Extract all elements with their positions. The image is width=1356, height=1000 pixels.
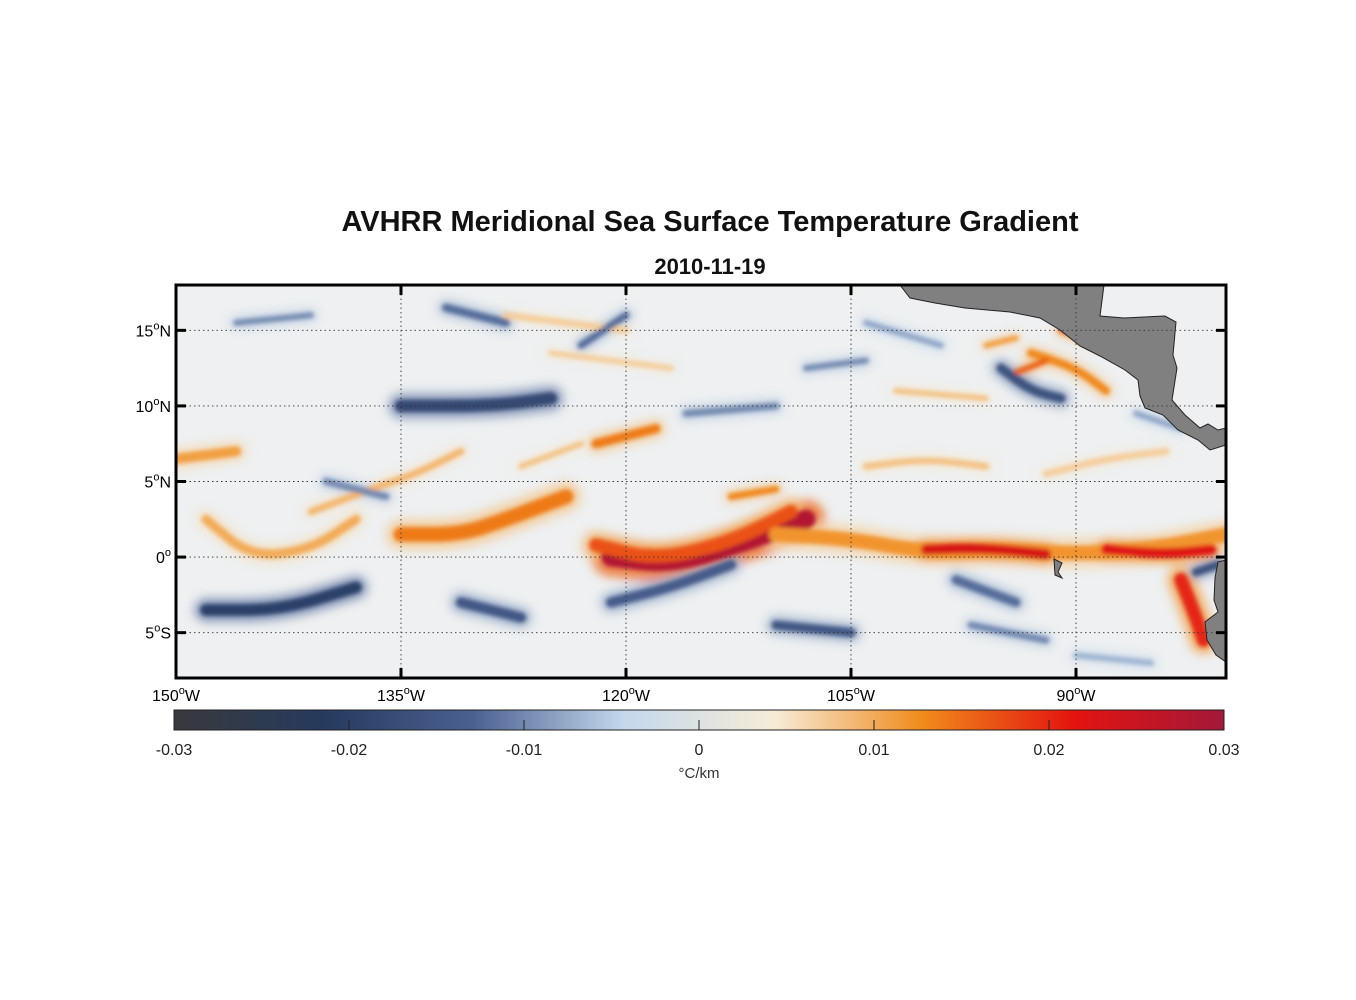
gradient-band-negative bbox=[200, 581, 362, 616]
gradient-band-negative bbox=[803, 357, 869, 371]
gradient-band-positive bbox=[1174, 572, 1211, 648]
gradient-band-positive bbox=[591, 424, 661, 449]
gradient-band-negative bbox=[951, 575, 1021, 607]
colorbar-tick-label: -0.03 bbox=[156, 742, 193, 759]
gradient-band-negative bbox=[1073, 652, 1154, 666]
latitude-label: 5oN bbox=[144, 472, 171, 492]
colorbar-tick-label: 0 bbox=[695, 742, 704, 759]
longitude-label: 120oW bbox=[602, 685, 651, 705]
gradient-band-negative bbox=[322, 478, 390, 501]
land-south-america bbox=[1204, 559, 1226, 663]
gradient-band-positive bbox=[1027, 349, 1110, 395]
colorbar-tick-label: 0.03 bbox=[1208, 742, 1239, 759]
longitude-label: 135oW bbox=[377, 685, 426, 705]
land-galapagos bbox=[1053, 558, 1064, 580]
gradient-band-negative bbox=[682, 402, 780, 417]
gradient-band-positive bbox=[589, 504, 798, 563]
gradient-band-negative bbox=[455, 597, 527, 623]
land-central-america bbox=[899, 285, 1226, 451]
colorbar-tick-label: -0.01 bbox=[506, 742, 543, 759]
latitude-labels: 15oN 10oN 5oN 0o 5oS bbox=[136, 320, 171, 642]
gradient-band-positive bbox=[518, 440, 584, 470]
gradient-band-positive bbox=[727, 485, 780, 501]
gradient-band-positive bbox=[920, 543, 1052, 560]
colorbar-tick-label: 0.01 bbox=[858, 742, 889, 759]
chart-title: AVHRR Meridional Sea Surface Temperature… bbox=[341, 206, 1079, 238]
gradient-band-negative bbox=[771, 620, 856, 638]
gradient-band-positive bbox=[201, 514, 361, 559]
gradient-band-positive bbox=[862, 457, 990, 470]
longitude-label: 105oW bbox=[827, 685, 876, 705]
latitude-label: 0o bbox=[156, 547, 171, 567]
gradient-band-positive bbox=[176, 446, 242, 464]
longitude-labels: 150oW 135oW 120oW 105oW 90oW bbox=[152, 685, 1096, 705]
gradient-band-positive bbox=[983, 335, 1019, 349]
gradient-band-positive bbox=[393, 489, 574, 542]
latitude-label: 5oS bbox=[145, 623, 171, 643]
frame-ticks bbox=[174, 285, 1226, 678]
map-area bbox=[176, 285, 1226, 678]
gradient-band-positive bbox=[1013, 357, 1049, 376]
colorbar-ticks: -0.03 -0.02 -0.01 0 0.01 0.02 0.03 bbox=[156, 720, 1240, 759]
gradient-band-negative bbox=[394, 392, 558, 413]
longitude-label: 150oW bbox=[152, 685, 201, 705]
colorbar-tick-label: -0.02 bbox=[331, 742, 368, 759]
gradient-band-positive bbox=[893, 387, 989, 402]
latitude-label: 15oN bbox=[136, 320, 171, 340]
gradient-band-positive bbox=[548, 350, 674, 371]
latitude-label: 10oN bbox=[136, 396, 171, 416]
gradient-band-negative bbox=[233, 312, 314, 326]
gradient-band-negative bbox=[863, 319, 944, 349]
gradient-band-negative bbox=[605, 559, 737, 608]
colorbar-tick-label: 0.02 bbox=[1033, 742, 1064, 759]
colorbar: -0.03 -0.02 -0.01 0 0.01 0.02 0.03 °C/km bbox=[156, 709, 1240, 782]
gradient-band-negative bbox=[996, 363, 1066, 403]
gradient-band-positive bbox=[1100, 544, 1217, 559]
colorbar-label: °C/km bbox=[679, 765, 720, 782]
gradient-band-negative bbox=[1192, 560, 1223, 577]
chart-subtitle: 2010-11-19 bbox=[654, 254, 766, 279]
gradient-band-negative bbox=[442, 303, 510, 327]
longitude-label: 90oW bbox=[1056, 685, 1096, 705]
land-masses bbox=[899, 285, 1226, 663]
